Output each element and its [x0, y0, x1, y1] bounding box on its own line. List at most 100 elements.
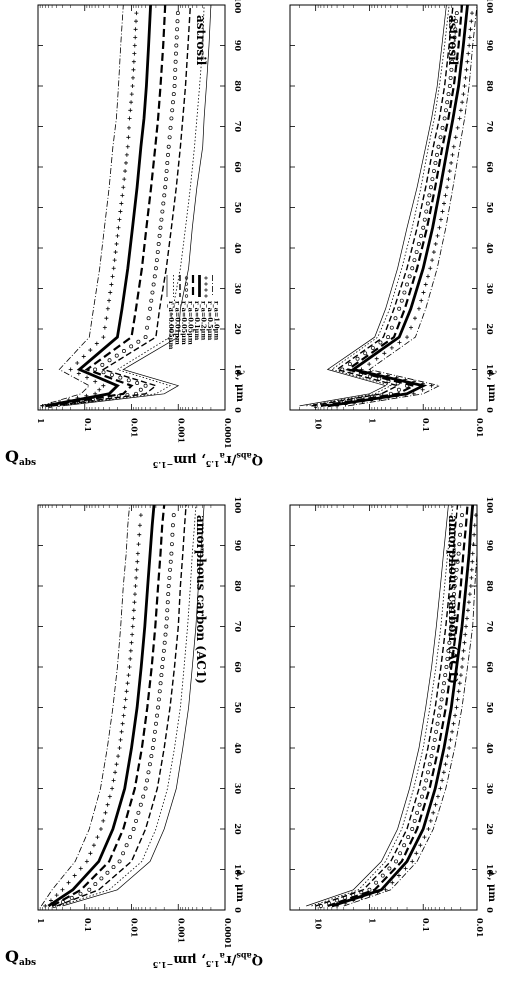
- series-point-6: [104, 316, 109, 321]
- series-point-6: [131, 616, 136, 621]
- series-point-3: [135, 381, 140, 385]
- series-line-7: [40, 504, 130, 907]
- series-line-1: [306, 4, 450, 407]
- series-point-6: [460, 656, 465, 661]
- series-point-6: [95, 835, 100, 840]
- series-point-6: [75, 361, 80, 366]
- series-point-6: [88, 851, 93, 856]
- series-point-3: [159, 217, 164, 222]
- series-point-6: [431, 810, 436, 815]
- series-point-3: [453, 27, 458, 32]
- series-point-3: [150, 746, 155, 750]
- series-point-3: [165, 608, 170, 613]
- series-point-3: [114, 353, 119, 358]
- series-point-3: [406, 835, 411, 840]
- series-point-6: [66, 397, 71, 402]
- panel-title: astrosil: [446, 15, 460, 66]
- series-point-3: [398, 851, 403, 856]
- series-point-3: [158, 681, 163, 686]
- x-tick-label: 50: [485, 202, 495, 214]
- y-tick-label: 1: [367, 918, 377, 924]
- series-point-6: [128, 648, 133, 653]
- series-point-6: [123, 169, 128, 174]
- svg-text:Qabs/ra1.5, μm−1.5: Qabs/ra 1.5, μm−1.5: [153, 451, 263, 470]
- series-point-6: [422, 835, 427, 840]
- series-point-3: [165, 160, 170, 165]
- series-point-6: [110, 274, 115, 279]
- series-point-6: [441, 770, 446, 775]
- ylabel-right-top: Qabs/ra 1.5, μm−1.5: [153, 451, 263, 470]
- series-point-6: [127, 116, 132, 121]
- series-line-7: [343, 505, 478, 907]
- series-point-6: [367, 362, 372, 367]
- x-tick-label: 30: [485, 783, 495, 795]
- series-point-6: [374, 356, 379, 361]
- series-point-6: [88, 348, 93, 353]
- series-point-3: [458, 523, 463, 528]
- series-point-6: [453, 713, 458, 718]
- series-point-3: [426, 770, 430, 775]
- series-point-6: [383, 887, 388, 892]
- series-point-6: [81, 354, 86, 359]
- series-point-6: [377, 371, 382, 376]
- series-line-2: [56, 504, 187, 907]
- series-point-6: [359, 895, 364, 900]
- series-point-3: [363, 351, 368, 356]
- series-point-3: [443, 673, 448, 678]
- series-point-3: [452, 584, 457, 588]
- panel-bottom-left: 0 10 20 30 40 50 60 70 80 90 100 λ, μm 1 0.1 0.01 0.001…: [36, 497, 245, 949]
- series-point-3: [163, 177, 168, 182]
- svg-text:Qabs/ra1.5, μm−1.5: Qabs/ra 1.5, μm−1.5: [153, 951, 263, 970]
- series-point-6: [85, 375, 90, 380]
- series-point-3: [431, 746, 436, 750]
- x-tick-label: 10: [233, 864, 243, 876]
- series-point-3: [107, 358, 112, 363]
- series-point-6: [435, 794, 440, 799]
- series-point-6: [130, 84, 135, 88]
- series-point-6: [412, 316, 417, 321]
- series-point-6: [465, 608, 470, 613]
- series-point-6: [442, 201, 447, 206]
- series-point-6: [470, 11, 475, 16]
- series-point-3: [335, 898, 340, 903]
- series-point-6: [116, 754, 121, 759]
- series-point-6: [438, 786, 443, 791]
- series-point-3: [419, 233, 423, 238]
- series-point-3: [152, 729, 157, 734]
- series-point-3: [161, 201, 166, 206]
- series-point-6: [121, 713, 126, 718]
- x-tick-label: 60: [485, 661, 495, 673]
- series-point-6: [466, 600, 471, 605]
- series-point-6: [367, 893, 372, 898]
- series-point-3: [454, 11, 459, 16]
- series-point-6: [121, 185, 126, 190]
- series-point-3: [109, 372, 114, 377]
- series-point-3: [445, 656, 450, 661]
- series-point-6: [429, 383, 434, 388]
- series-point-3: [101, 370, 106, 375]
- series-point-3: [355, 356, 360, 361]
- series-point-6: [377, 397, 382, 402]
- series-point-3: [93, 367, 98, 372]
- series-point-3: [374, 880, 379, 885]
- series-point-3: [164, 169, 169, 173]
- series-point-6: [132, 43, 137, 48]
- series-point-3: [146, 770, 151, 775]
- series-point-3: [436, 713, 441, 718]
- x-tick-label: 40: [233, 242, 243, 254]
- series-point-3: [455, 559, 460, 564]
- series-point-6: [421, 290, 426, 295]
- series-point-3: [386, 335, 391, 340]
- x-tick-label: 70: [485, 621, 495, 633]
- series-point-3: [412, 258, 417, 263]
- x-tick-label: 80: [233, 80, 243, 92]
- series-point-3: [169, 551, 174, 556]
- series-point-6: [130, 632, 135, 637]
- legend-swatch: [184, 288, 189, 292]
- series-point-3: [378, 340, 383, 345]
- series-point-6: [78, 866, 83, 871]
- ylabel-right-bottom: Qabs/ra 1.5, μm−1.5: [153, 951, 263, 970]
- series-point-3: [380, 873, 385, 878]
- series-point-6: [469, 19, 474, 24]
- svg-text:Qabs: Qabs: [5, 947, 36, 968]
